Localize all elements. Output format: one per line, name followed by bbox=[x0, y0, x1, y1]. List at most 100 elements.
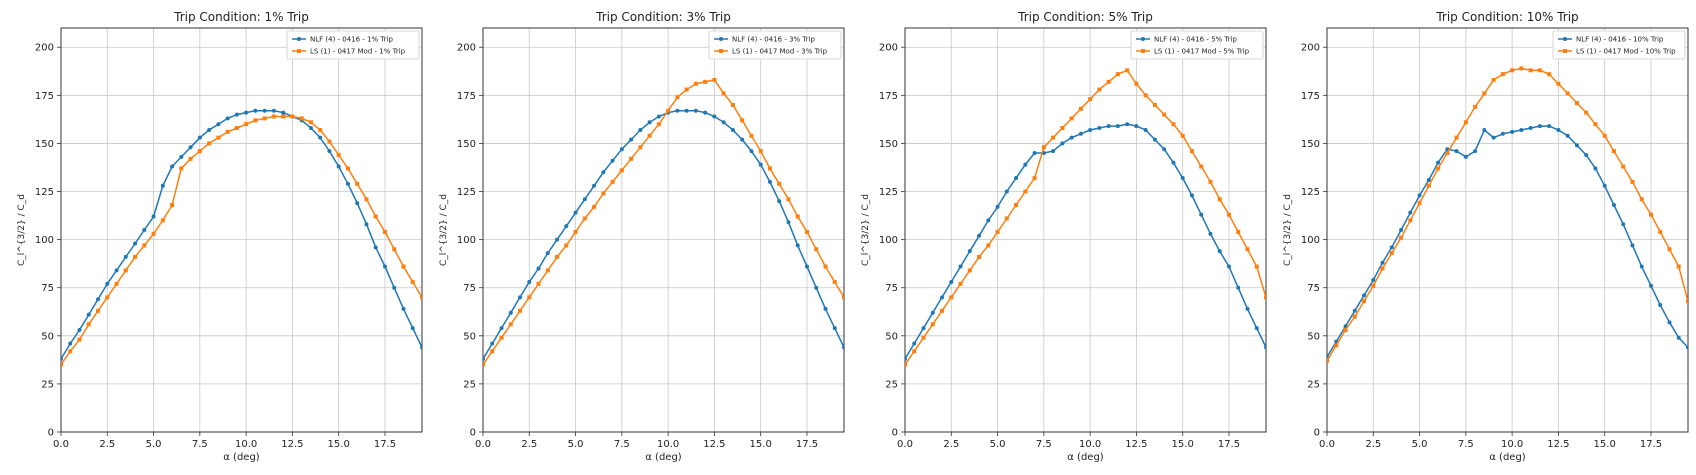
series-1 bbox=[905, 122, 1266, 361]
data-point bbox=[986, 243, 991, 248]
legend-box bbox=[708, 30, 842, 60]
data-point bbox=[1547, 124, 1552, 129]
data-point bbox=[1180, 133, 1185, 138]
data-point bbox=[949, 279, 954, 284]
data-point bbox=[730, 102, 735, 107]
data-point bbox=[188, 156, 193, 161]
data-point bbox=[1436, 160, 1441, 165]
x-tick-label: 15.0 bbox=[750, 439, 772, 450]
data-point bbox=[823, 264, 828, 269]
data-point bbox=[1134, 124, 1139, 129]
legend-label: NLF (4) - 0416 - 1% Trip bbox=[310, 36, 393, 44]
data-point bbox=[1125, 68, 1130, 73]
series-line bbox=[1327, 67, 1688, 362]
x-tick-label: 12.5 bbox=[1125, 439, 1147, 450]
data-point bbox=[1426, 177, 1431, 182]
data-point bbox=[151, 231, 156, 236]
x-tick-label: 0.0 bbox=[897, 439, 913, 450]
data-point bbox=[1667, 247, 1672, 252]
data-point bbox=[1343, 324, 1348, 329]
data-point bbox=[499, 335, 504, 340]
y-tick-label: 150 bbox=[1301, 139, 1320, 150]
data-point bbox=[1060, 126, 1065, 131]
data-point bbox=[555, 254, 560, 259]
data-point bbox=[814, 285, 819, 290]
data-point bbox=[647, 120, 652, 125]
series-line bbox=[61, 109, 422, 360]
data-point bbox=[1408, 218, 1413, 223]
data-point bbox=[1556, 127, 1561, 132]
data-point bbox=[1454, 135, 1459, 140]
y-tick-label: 175 bbox=[457, 91, 476, 102]
data-point bbox=[684, 108, 689, 113]
data-point bbox=[1004, 216, 1009, 221]
data-point bbox=[1389, 251, 1394, 256]
data-point bbox=[207, 127, 212, 132]
data-point bbox=[786, 197, 791, 202]
data-point bbox=[666, 108, 671, 113]
data-point bbox=[308, 120, 313, 125]
data-point bbox=[281, 114, 286, 119]
data-point bbox=[777, 181, 782, 186]
x-tick-label: 10.0 bbox=[657, 439, 679, 450]
data-point bbox=[832, 279, 837, 284]
data-point bbox=[123, 254, 128, 259]
data-point bbox=[151, 214, 156, 219]
y-tick-label: 75 bbox=[885, 283, 898, 294]
data-point bbox=[518, 295, 523, 300]
data-point bbox=[619, 168, 624, 173]
data-point bbox=[758, 149, 763, 154]
data-point bbox=[1565, 133, 1570, 138]
data-point bbox=[1236, 229, 1241, 234]
legend-label: LS (1) - 0417 Mod - 10% Trip bbox=[1576, 48, 1676, 56]
data-point bbox=[555, 237, 560, 242]
data-point bbox=[1639, 264, 1644, 269]
data-point bbox=[1189, 193, 1194, 198]
legend-label: LS (1) - 0417 Mod - 3% Trip bbox=[732, 48, 828, 56]
data-point bbox=[536, 281, 541, 286]
legend-label: NLF (4) - 0416 - 3% Trip bbox=[732, 36, 815, 44]
data-point bbox=[912, 341, 917, 346]
data-point bbox=[1245, 306, 1250, 311]
y-tick-label: 0 bbox=[1314, 428, 1320, 439]
data-point bbox=[638, 127, 643, 132]
data-point bbox=[1639, 197, 1644, 202]
data-point bbox=[592, 183, 597, 188]
y-tick-label: 175 bbox=[35, 91, 54, 102]
data-point bbox=[1208, 179, 1213, 184]
y-tick-label: 50 bbox=[885, 331, 898, 342]
data-point bbox=[1426, 183, 1431, 188]
data-point bbox=[1032, 176, 1037, 181]
series-line bbox=[483, 109, 844, 360]
data-point bbox=[373, 245, 378, 250]
data-point bbox=[508, 322, 513, 327]
legend-marker bbox=[1141, 49, 1145, 53]
legend-label: NLF (4) - 0416 - 10% Trip bbox=[1576, 36, 1664, 44]
data-point bbox=[1389, 245, 1394, 250]
data-point bbox=[629, 156, 634, 161]
data-point bbox=[1658, 303, 1663, 308]
legend: NLF (4) - 0416 - 1% Trip LS (1) - 0417 Mo… bbox=[286, 30, 420, 60]
x-tick-label: 7.5 bbox=[1036, 439, 1052, 450]
data-point bbox=[299, 116, 304, 121]
data-point bbox=[1491, 135, 1496, 140]
x-tick-label: 10.0 bbox=[1079, 439, 1101, 450]
data-point bbox=[1611, 149, 1616, 154]
data-point bbox=[1032, 151, 1037, 156]
plot-frame bbox=[1326, 27, 1689, 433]
data-point bbox=[355, 201, 360, 206]
data-point bbox=[610, 179, 615, 184]
data-point bbox=[1602, 133, 1607, 138]
data-point bbox=[262, 116, 267, 121]
data-point bbox=[1014, 176, 1019, 181]
data-point bbox=[68, 341, 73, 346]
data-point bbox=[905, 362, 907, 367]
y-tick-label: 200 bbox=[35, 43, 54, 54]
x-tick-label: 2.5 bbox=[99, 439, 115, 450]
x-tick-label: 2.5 bbox=[1365, 439, 1381, 450]
y-tick-label: 125 bbox=[879, 187, 898, 198]
x-tick-label: 15.0 bbox=[1172, 439, 1194, 450]
data-point bbox=[1152, 102, 1157, 107]
y-tick-label: 175 bbox=[879, 91, 898, 102]
y-tick-label: 100 bbox=[1301, 235, 1320, 246]
